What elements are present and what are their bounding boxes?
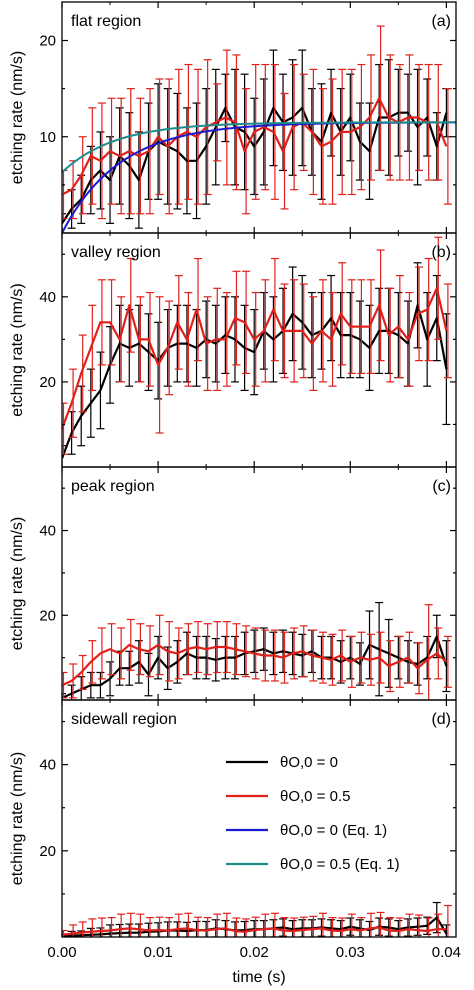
x-tick-label: 0.03 xyxy=(336,944,365,961)
panel-3 xyxy=(61,466,457,701)
legend-entry: θO,0 = 0.5 xyxy=(280,788,350,805)
series-line-red xyxy=(62,926,447,936)
y-tick-label: 40 xyxy=(39,523,56,540)
y-tick-label: 20 xyxy=(39,33,56,50)
y-tick-label: 40 xyxy=(39,757,56,774)
x-tick-label: 0.01 xyxy=(143,944,172,961)
error-bars-red xyxy=(62,236,452,455)
y-axis-label: etching rate (nm/s) xyxy=(9,283,26,416)
legend-entry: θO,0 = 0.5 (Eq. 1) xyxy=(280,856,400,873)
legend-entry: θO,0 = 0 (Eq. 1) xyxy=(280,822,387,839)
panel-label: (a) xyxy=(431,13,451,30)
panel-2 xyxy=(61,232,457,468)
series-line-red xyxy=(62,97,448,196)
legend: θO,0 = 0 θO,0 = 0.5 θO,0 = 0 (Eq. 1) θO,0 =… xyxy=(226,754,400,873)
y-axis-label: etching rate (nm/s) xyxy=(9,517,26,650)
y-tick-label: 20 xyxy=(39,374,56,391)
x-tick-label: 0.04 xyxy=(432,944,461,961)
y-axis-label: etching rate (nm/s) xyxy=(9,51,26,184)
panel-4 xyxy=(61,699,457,938)
panel-label: (d) xyxy=(431,711,451,728)
y-axis-label: etching rate (nm/s) xyxy=(9,752,26,885)
x-tick-label: 0.02 xyxy=(240,944,269,961)
series-line-red xyxy=(62,643,448,687)
region-title: valley region xyxy=(71,244,161,261)
series-line-red xyxy=(62,287,448,430)
legend-entry: θO,0 = 0 xyxy=(280,754,338,771)
plot-frame xyxy=(61,699,457,938)
series-line-black xyxy=(62,304,448,459)
x-axis-label: time (s) xyxy=(232,969,285,986)
series-line-black xyxy=(62,106,448,225)
panel-1 xyxy=(61,1,457,234)
y-tick-label: 20 xyxy=(39,843,56,860)
y-tick-label: 10 xyxy=(39,129,56,146)
y-tick-label: 40 xyxy=(39,289,56,306)
error-bars-black xyxy=(62,262,451,467)
region-title: peak region xyxy=(71,478,155,495)
region-title: flat region xyxy=(71,13,141,30)
error-bars-red xyxy=(62,604,452,700)
panel-label: (c) xyxy=(432,478,451,495)
panel-label: (b) xyxy=(431,244,451,261)
series-line-black xyxy=(62,635,448,699)
series-line-teal xyxy=(62,121,456,174)
x-tick-label: 0.00 xyxy=(47,944,76,961)
y-tick-label: 20 xyxy=(39,607,56,624)
error-bars-black xyxy=(62,49,451,233)
region-title: sidewall region xyxy=(71,711,177,728)
